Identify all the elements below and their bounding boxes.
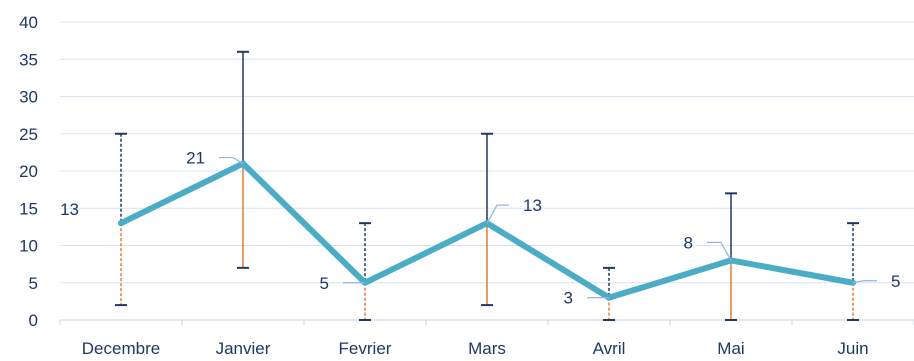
y-tick-label: 0 — [29, 311, 38, 330]
x-tick-label: Mars — [468, 339, 506, 358]
x-tick-label: Mai — [717, 339, 744, 358]
x-tick-label: Avril — [593, 339, 626, 358]
x-tick-label: Juin — [837, 339, 868, 358]
y-tick-label: 35 — [19, 50, 38, 69]
y-tick-label: 40 — [19, 13, 38, 32]
data-label: 5 — [320, 274, 329, 293]
y-tick-label: 25 — [19, 125, 38, 144]
data-label-leader — [852, 280, 877, 284]
y-axis-tick-labels: 0 5 10 15 20 25 30 35 40 — [19, 13, 38, 330]
data-labels: 13 21 5 13 3 8 5 — [60, 149, 900, 308]
data-point — [118, 220, 124, 227]
data-label: 21 — [186, 149, 205, 168]
data-label-leader — [486, 204, 509, 224]
data-label: 3 — [564, 289, 573, 308]
x-tick-label: Decembre — [82, 339, 160, 358]
x-tick-label: Fevrier — [339, 339, 392, 358]
y-tick-label: 15 — [19, 199, 38, 218]
data-label: 13 — [523, 196, 542, 215]
data-label: 8 — [684, 233, 693, 252]
error-bars — [115, 50, 859, 321]
y-tick-label: 30 — [19, 88, 38, 107]
data-label-leader — [219, 156, 244, 165]
data-label: 13 — [60, 200, 79, 219]
data-label-leader — [707, 241, 732, 261]
x-axis-tick-labels: Decembre Janvier Fevrier Mars Avril Mai Juin — [82, 339, 869, 358]
data-label: 5 — [891, 272, 900, 291]
y-tick-label: 20 — [19, 162, 38, 181]
y-tick-label: 5 — [29, 274, 38, 293]
y-tick-label: 10 — [19, 237, 38, 256]
x-tick-label: Janvier — [216, 339, 271, 358]
